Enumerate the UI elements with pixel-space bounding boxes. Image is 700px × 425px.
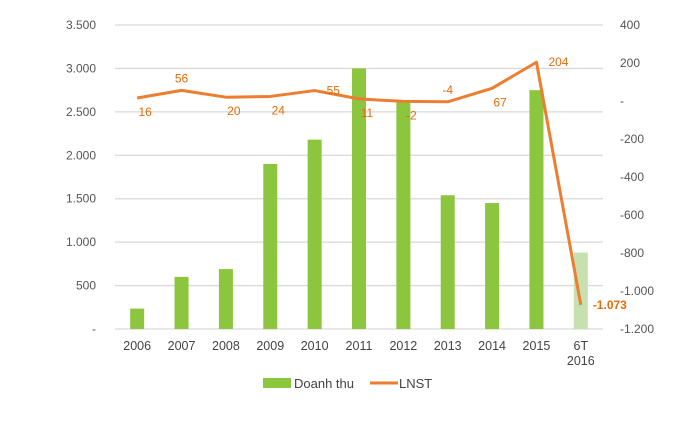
x-tick-label: 2014 — [478, 339, 506, 353]
x-tick-label: 2011 — [346, 339, 373, 353]
left-axis: - 500 1.000 1.500 2.000 2.500 3.000 3.500 — [66, 18, 96, 336]
left-tick-label: 2.500 — [66, 105, 96, 119]
left-tick-label: 1.000 — [66, 235, 96, 249]
left-tick-label: 3.000 — [66, 61, 96, 75]
x-tick-label: 2012 — [389, 339, 417, 353]
right-tick-label: - — [620, 94, 624, 108]
x-tick-label: 2009 — [256, 339, 284, 353]
data-label: 16 — [139, 105, 153, 119]
x-tick-label: 6T — [574, 339, 589, 353]
legend-label-doanh-thu: Doanh thu — [294, 376, 354, 391]
data-label: 11 — [361, 106, 374, 120]
legend-swatch-doanh-thu — [263, 378, 291, 388]
right-tick-label: -200 — [620, 132, 644, 146]
data-label: 67 — [493, 95, 507, 109]
data-label: -2 — [406, 108, 417, 122]
data-label: 20 — [227, 104, 241, 118]
x-axis: 2006 2007 2008 2009 2010 2011 2012 2013 2014 2015… — [123, 339, 594, 368]
line-series-lnst: 16 56 20 24 55 11 -2 -4 67 204 -1.073 — [136, 55, 627, 312]
right-tick-label: 200 — [620, 56, 640, 70]
bar — [573, 252, 588, 329]
data-label: -1.073 — [593, 298, 627, 312]
right-tick-label: -600 — [620, 208, 644, 222]
bar — [440, 195, 455, 329]
right-tick-label: -1.200 — [620, 322, 654, 336]
x-tick-label: 2006 — [123, 339, 151, 353]
data-label: 24 — [272, 103, 286, 117]
legend: Doanh thu LNST — [263, 376, 432, 391]
bar-series-doanh-thu — [130, 68, 588, 330]
left-tick-label: 1.500 — [66, 192, 96, 206]
left-tick-label: 3.500 — [66, 18, 96, 32]
bar — [218, 269, 233, 329]
right-tick-label: -1.000 — [620, 284, 654, 298]
x-tick-label: 2007 — [168, 339, 196, 353]
x-tick-label: 2013 — [434, 339, 462, 353]
bar — [529, 90, 544, 330]
bar — [352, 68, 366, 329]
data-label: 55 — [327, 84, 341, 98]
data-label: -4 — [442, 83, 453, 97]
x-tick-label: 2015 — [523, 339, 551, 353]
left-tick-label: - — [92, 322, 96, 336]
right-tick-label: -400 — [620, 170, 644, 184]
data-label: 56 — [175, 71, 189, 85]
lnst-line — [136, 60, 583, 306]
x-tick-label: 2008 — [212, 339, 240, 353]
left-tick-label: 2.000 — [66, 148, 96, 162]
right-tick-label: -800 — [620, 246, 644, 260]
bar — [174, 276, 189, 329]
bar — [396, 101, 411, 329]
x-tick-label: 2010 — [301, 339, 329, 353]
data-label: 204 — [548, 55, 568, 69]
left-tick-label: 500 — [76, 279, 96, 293]
right-tick-label: 400 — [620, 18, 640, 32]
bar — [130, 308, 145, 329]
x-tick-label: 2016 — [567, 354, 595, 368]
legend-label-lnst: LNST — [399, 376, 432, 391]
right-axis: 400 200 - -200 -400 -600 -800 -1.000 -1.200 — [620, 18, 654, 336]
bar — [263, 163, 278, 329]
bar — [307, 139, 322, 329]
bar — [485, 203, 500, 329]
